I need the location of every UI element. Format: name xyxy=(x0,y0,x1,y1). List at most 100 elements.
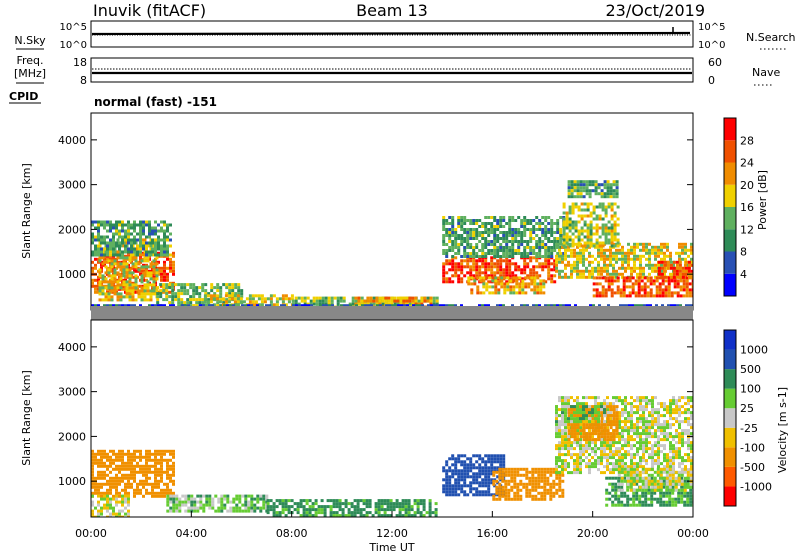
heatmap-cell-0-11 xyxy=(614,221,617,224)
heatmap-cell-0-1 xyxy=(132,265,135,268)
heatmap-cell-0-10 xyxy=(651,267,654,270)
heatmap-cell-1-0 xyxy=(160,474,163,477)
heatmap-cell-1-4 xyxy=(472,454,475,457)
heatmap-cell-0-8 xyxy=(529,246,532,249)
heatmap-cell-1-6 xyxy=(609,471,612,474)
heatmap-cell-0-2 xyxy=(109,245,112,248)
heatmap-cell-0-2 xyxy=(154,248,157,251)
heatmap-cell-0-10 xyxy=(564,276,567,279)
heatmap-cell-1-5 xyxy=(513,471,516,474)
heatmap-cell-1-6 xyxy=(636,399,639,402)
heatmap-cell-1-5 xyxy=(516,486,519,489)
heatmap-cell-1-0 xyxy=(142,495,145,498)
heatmap-cell-0-10 xyxy=(579,258,582,261)
heatmap-cell-0-8 xyxy=(556,219,559,222)
heatmap-cell-0-3 xyxy=(186,283,189,286)
heatmap-cell-0-10 xyxy=(588,270,591,273)
heatmap-cell-1-6 xyxy=(630,396,633,399)
heatmap-cell-0-8 xyxy=(481,222,484,225)
heatmap-cell-0-8 xyxy=(559,231,562,234)
heatmap-cell-1-6 xyxy=(612,471,615,474)
heatmap-cell-1-6 xyxy=(603,456,606,459)
heatmap-cell-1-0 xyxy=(124,477,127,480)
heatmap-cell-1-0 xyxy=(145,483,148,486)
heatmap-cell-0-10 xyxy=(579,273,582,276)
heatmap-cell-0-10 xyxy=(582,276,585,279)
heatmap-cell-1-6 xyxy=(636,465,639,468)
heatmap-cell-1-2 xyxy=(238,507,241,510)
heatmap-cell-0-1 xyxy=(114,262,117,265)
heatmap-cell-1-2 xyxy=(193,498,196,501)
heatmap-cell-1-0 xyxy=(136,456,139,459)
heatmap-cell-0-1 xyxy=(150,298,153,301)
heatmap-cell-1-6 xyxy=(627,429,630,432)
heatmap-cell-0-14 xyxy=(679,276,682,279)
heatmap-cell-0-8 xyxy=(493,249,496,252)
heatmap-cell-0-10 xyxy=(657,252,660,255)
heatmap-cell-0-2 xyxy=(139,221,142,224)
heatmap-cell-0-5 xyxy=(340,297,343,300)
heatmap-cell-1-6 xyxy=(564,444,567,447)
heatmap-cell-1-3 xyxy=(282,502,285,505)
heatmap-cell-1-6 xyxy=(558,465,561,468)
heatmap-cell-0-10 xyxy=(600,255,603,258)
heatmap-cell-0-3 xyxy=(192,289,195,292)
heatmap-cell-0-4 xyxy=(261,294,264,297)
heatmap-cell-0-12 xyxy=(574,180,577,183)
heatmap-cell-1-4 xyxy=(463,493,466,496)
heatmap-cell-0-1 xyxy=(129,286,132,289)
heatmap-cell-1-3 xyxy=(357,502,360,505)
heatmap-cell-0-6 xyxy=(399,297,402,300)
heatmap-cell-0-13 xyxy=(680,279,683,282)
heatmap-cell-1-6 xyxy=(630,426,633,429)
heatmap-cell-0-7 xyxy=(460,271,463,274)
heatmap-cell-0-8 xyxy=(484,255,487,258)
heatmap-cell-0-2 xyxy=(163,224,166,227)
heatmap-cell-0-5 xyxy=(322,297,325,300)
heatmap-cell-0-3 xyxy=(171,295,174,298)
heatmap-cell-0-10 xyxy=(609,255,612,258)
heatmap-cell-1-5 xyxy=(558,480,561,483)
heatmap-cell-1-6 xyxy=(567,444,570,447)
heatmap-cell-0-12 xyxy=(610,189,613,192)
heatmap-cell-0-2 xyxy=(124,236,127,239)
heatmap-cell-0-11 xyxy=(575,227,578,230)
heatmap-cell-0-2 xyxy=(109,230,112,233)
heatmap-cell-1-3 xyxy=(384,511,387,514)
heatmap-cell-0-10 xyxy=(636,267,639,270)
heatmap-cell-1-4 xyxy=(484,466,487,469)
heatmap-cell-0-10 xyxy=(621,255,624,258)
heatmap-cell-0-8 xyxy=(514,252,517,255)
heatmap-cell-0-8 xyxy=(559,216,562,219)
heatmap-cell-0-10 xyxy=(612,264,615,267)
heatmap-cell-0-11 xyxy=(581,209,584,212)
heatmap-cell-0-8 xyxy=(547,216,550,219)
heatmap-cell-1-3 xyxy=(330,499,333,502)
heatmap-cell-0-10 xyxy=(630,270,633,273)
heatmap-cell-1-0 xyxy=(151,465,154,468)
heatmap-cell-0-1 xyxy=(147,271,150,274)
heatmap-cell-0-3 xyxy=(210,289,213,292)
heatmap-cell-1-0 xyxy=(148,492,151,495)
heatmap-cell-0-1 xyxy=(114,268,117,271)
heatmap-cell-0-8 xyxy=(502,219,505,222)
heatmap-cell-0-2 xyxy=(130,248,133,251)
heatmap-cell-0-6 xyxy=(357,300,360,303)
heatmap-cell-1-4 xyxy=(454,490,457,493)
heatmap-cell-1-6 xyxy=(633,405,636,408)
heatmap-cell-1-6 xyxy=(636,462,639,465)
heatmap-cell-0-8 xyxy=(529,252,532,255)
heatmap-cell-0-12 xyxy=(601,195,604,198)
heatmap-cell-0-14 xyxy=(664,270,667,273)
heatmap-cell-1-6 xyxy=(627,435,630,438)
heatmap-cell-0-8 xyxy=(505,222,508,225)
heatmap-cell-1-0 xyxy=(151,492,154,495)
heatmap-cell-1-1 xyxy=(115,495,118,498)
heatmap-cell-1-3 xyxy=(348,502,351,505)
heatmap-cell-0-9 xyxy=(476,291,479,294)
heatmap-cell-0-11 xyxy=(608,221,611,224)
heatmap-cell-1-6 xyxy=(576,441,579,444)
heatmap-cell-1-0 xyxy=(163,492,166,495)
heatmap-cell-1-5 xyxy=(504,483,507,486)
